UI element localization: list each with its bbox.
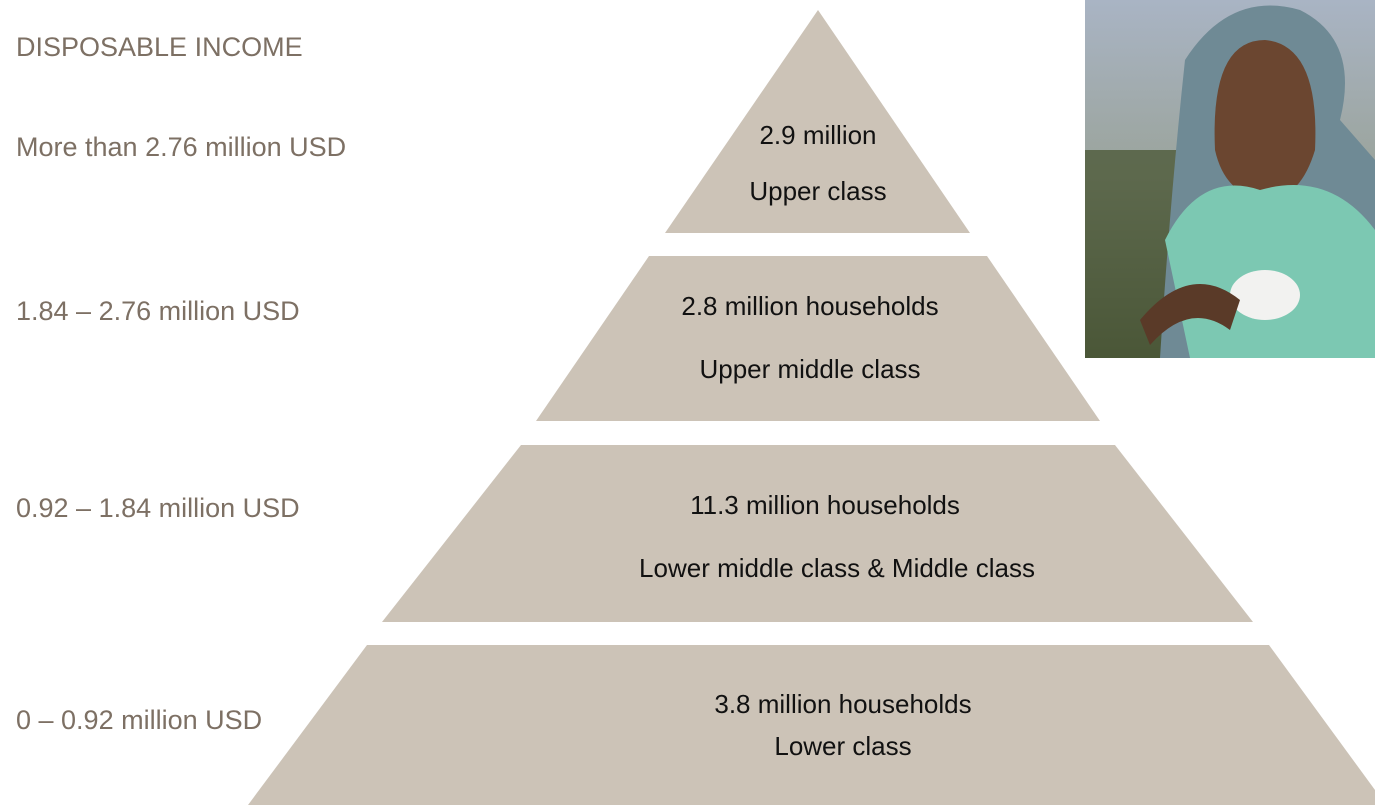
tier-class: Lower middle class & Middle class	[639, 553, 1035, 583]
title: DISPOSABLE INCOME	[16, 32, 303, 62]
tier-class: Lower class	[774, 731, 911, 761]
photo	[1085, 0, 1375, 359]
pyramid-tier	[536, 256, 1100, 421]
tier-count: 2.8 million households	[681, 291, 938, 321]
income-label: 0 – 0.92 million USD	[16, 705, 262, 735]
tier-count: 2.9 million	[759, 120, 876, 150]
income-label: More than 2.76 million USD	[16, 132, 346, 162]
tier-count: 3.8 million households	[714, 689, 971, 719]
pyramid-tier	[248, 645, 1375, 805]
pyramid-tier	[382, 445, 1253, 622]
tier-class: Upper class	[749, 176, 886, 206]
income-label: 1.84 – 2.76 million USD	[16, 296, 300, 326]
income-label: 0.92 – 1.84 million USD	[16, 493, 300, 523]
tier-count: 11.3 million households	[690, 490, 960, 520]
tier-class: Upper middle class	[699, 354, 920, 384]
pyramid-tier	[665, 10, 970, 233]
